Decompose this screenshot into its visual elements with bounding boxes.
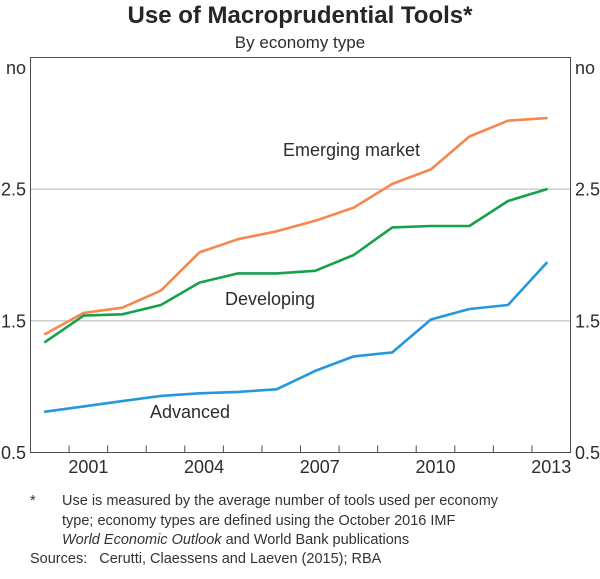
line-advanced <box>43 261 548 414</box>
line-developing <box>43 187 548 344</box>
y-axis-label-left-1.5: 1.5 <box>1 311 26 331</box>
y-axis-unit-left: no <box>6 58 26 78</box>
series-label-emerging-market: Emerging market <box>283 140 421 160</box>
footnote: * Use is measured by the average number … <box>30 492 570 551</box>
footnote-marker: * <box>30 493 36 509</box>
footnote-line-2: type; economy types are defined using th… <box>62 512 456 529</box>
series-label-advanced: Advanced <box>150 402 231 422</box>
x-axis-label-2010: 2010 <box>415 457 455 477</box>
sources-label: Sources: <box>30 551 88 567</box>
footnote-publication-title: World Economic Outlook <box>62 532 222 548</box>
line-emerging-market <box>43 116 548 336</box>
series-label-developing: Developing <box>225 289 316 309</box>
plot-border <box>30 57 571 453</box>
y-axis-label-right-2.5: 2.5 <box>575 180 600 200</box>
footnote-line-3-rest: and World Bank publications <box>221 532 410 548</box>
y-axis-label-left-0.5: 0.5 <box>1 443 26 463</box>
x-axis-label-2007: 2007 <box>300 457 340 477</box>
chart-subtitle: By economy type <box>234 33 366 52</box>
footnote-line-1: Use is measured by the average number of… <box>62 493 499 509</box>
y-axis-unit-right: no <box>575 58 595 78</box>
y-axis-label-right-1.5: 1.5 <box>575 311 600 331</box>
sources-line: Sources: Cerutti, Claessens and Laeven (2… <box>30 551 381 567</box>
sources-text: Cerutti, Claessens and Laeven (2015); RB… <box>99 551 382 567</box>
chart-title: Use of Macroprudential Tools* <box>127 2 473 29</box>
footnote-text: Use is measured by the average number of… <box>62 492 570 551</box>
x-axis-label-2004: 2004 <box>184 457 224 477</box>
y-axis-label-right-0.5: 0.5 <box>575 443 600 463</box>
x-axis-label-2013: 2013 <box>531 457 571 477</box>
x-axis-label-2001: 2001 <box>68 457 108 477</box>
y-axis-label-left-2.5: 2.5 <box>1 180 26 200</box>
